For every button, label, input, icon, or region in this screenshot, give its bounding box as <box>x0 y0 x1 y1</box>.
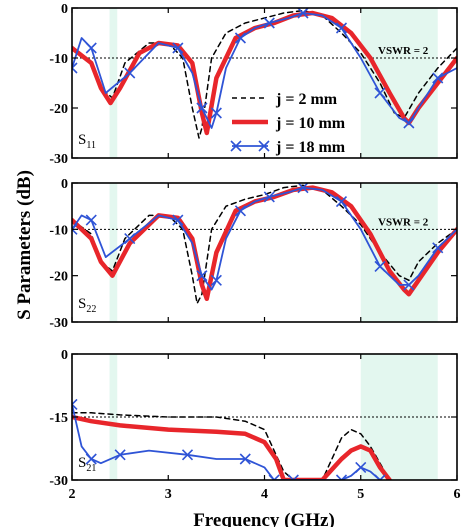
x-marker-panel-1-16 <box>297 183 309 194</box>
x-marker-panel-2-2 <box>85 453 97 465</box>
x-marker-panel-0-18 <box>335 22 348 34</box>
x-marker-panel-0-6 <box>172 42 184 54</box>
x-tick-label: 6 <box>454 487 461 502</box>
x-marker-panel-0-2 <box>85 42 97 54</box>
series-line-j-2-mm-panel-2 <box>72 412 391 480</box>
x-marker-panel-0-10 <box>210 107 222 119</box>
x-marker-panel-1-20 <box>374 260 386 272</box>
x-marker-panel-2-10 <box>268 474 280 480</box>
series-line-j-18-mm-panel-2 <box>72 403 381 480</box>
x-marker-panel-0-20 <box>374 87 386 99</box>
y-tick-label: -30 <box>49 152 68 167</box>
y-tick-label: 0 <box>61 177 68 192</box>
x-tick-label: 4 <box>261 487 268 502</box>
shaded-band-0-0 <box>109 8 118 158</box>
panel-label-2: S21 <box>78 455 96 474</box>
series-group-1 <box>72 183 457 305</box>
vswr-label-1: VSWR = 2 <box>378 216 429 228</box>
x-marker-panel-0-14 <box>263 17 275 29</box>
x-marker-panel-0-8 <box>196 102 208 114</box>
panel-label-1: S22 <box>78 296 96 315</box>
x-marker-panel-1-0 <box>72 223 78 235</box>
y-tick-label: 0 <box>61 348 68 363</box>
y-tick-label: -20 <box>49 102 68 117</box>
y-tick-label: -15 <box>49 411 68 426</box>
x-marker-panel-0-12 <box>234 32 247 44</box>
legend-marker <box>230 140 242 152</box>
x-marker-panel-1-6 <box>172 214 184 226</box>
x-marker-panel-0-22 <box>403 117 415 129</box>
series-group-0 <box>72 8 457 139</box>
x-tick-label: 3 <box>165 487 172 502</box>
x-marker-panel-0-0 <box>72 62 78 74</box>
y-tick-label: -30 <box>49 474 68 489</box>
x-marker-panel-1-10 <box>210 274 222 286</box>
x-axis-title: Frequency (GHz) <box>193 510 335 527</box>
vswr-label-0: VSWR = 2 <box>378 45 429 57</box>
x-tick-label: 2 <box>69 487 76 502</box>
x-marker-panel-1-12 <box>234 205 247 217</box>
y-tick-label: -10 <box>49 52 68 67</box>
series-line-j-2-mm-panel-1 <box>72 184 457 305</box>
y-axis-title: S Parameters (dB) <box>14 170 35 320</box>
y-tick-label: 0 <box>61 2 68 17</box>
shaded-band-1-0 <box>109 183 118 322</box>
x-tick-label: 5 <box>357 487 364 502</box>
legend-label-j-2-mm: j = 2 mm <box>275 91 338 108</box>
x-marker-panel-1-14 <box>263 191 275 203</box>
x-marker-panel-1-8 <box>196 270 208 282</box>
x-marker-panel-2-14 <box>335 474 348 480</box>
x-marker-panel-2-18 <box>374 474 386 480</box>
x-marker-panel-1-18 <box>335 195 348 208</box>
x-marker-panel-1-22 <box>403 279 415 291</box>
x-marker-panel-2-8 <box>239 453 251 465</box>
x-marker-panel-1-2 <box>85 214 97 226</box>
x-marker-panel-0-16 <box>297 8 309 19</box>
series-group-2 <box>72 398 392 480</box>
x-marker-panel-2-12 <box>287 474 299 480</box>
x-marker-panel-1-4 <box>124 233 136 245</box>
y-tick-label: -20 <box>49 270 68 285</box>
x-marker-panel-2-16 <box>355 461 367 473</box>
x-marker-panel-2-6 <box>181 449 194 461</box>
legend-label-j-18-mm: j = 18 mm <box>275 139 346 156</box>
series-line-j-10-mm-panel-2 <box>72 414 392 480</box>
x-marker-panel-2-4 <box>114 449 126 461</box>
y-tick-label: -30 <box>49 316 68 331</box>
x-marker-panel-2-0 <box>72 398 78 410</box>
legend-label-j-10-mm: j = 10 mm <box>275 115 346 132</box>
x-marker-panel-1-24 <box>432 242 444 254</box>
x-marker-panel-0-4 <box>124 67 136 79</box>
x-marker-panel-0-24 <box>432 72 444 84</box>
y-tick-label: -10 <box>49 223 68 238</box>
legend-marker <box>258 140 270 152</box>
panel-label-0: S11 <box>78 132 96 151</box>
